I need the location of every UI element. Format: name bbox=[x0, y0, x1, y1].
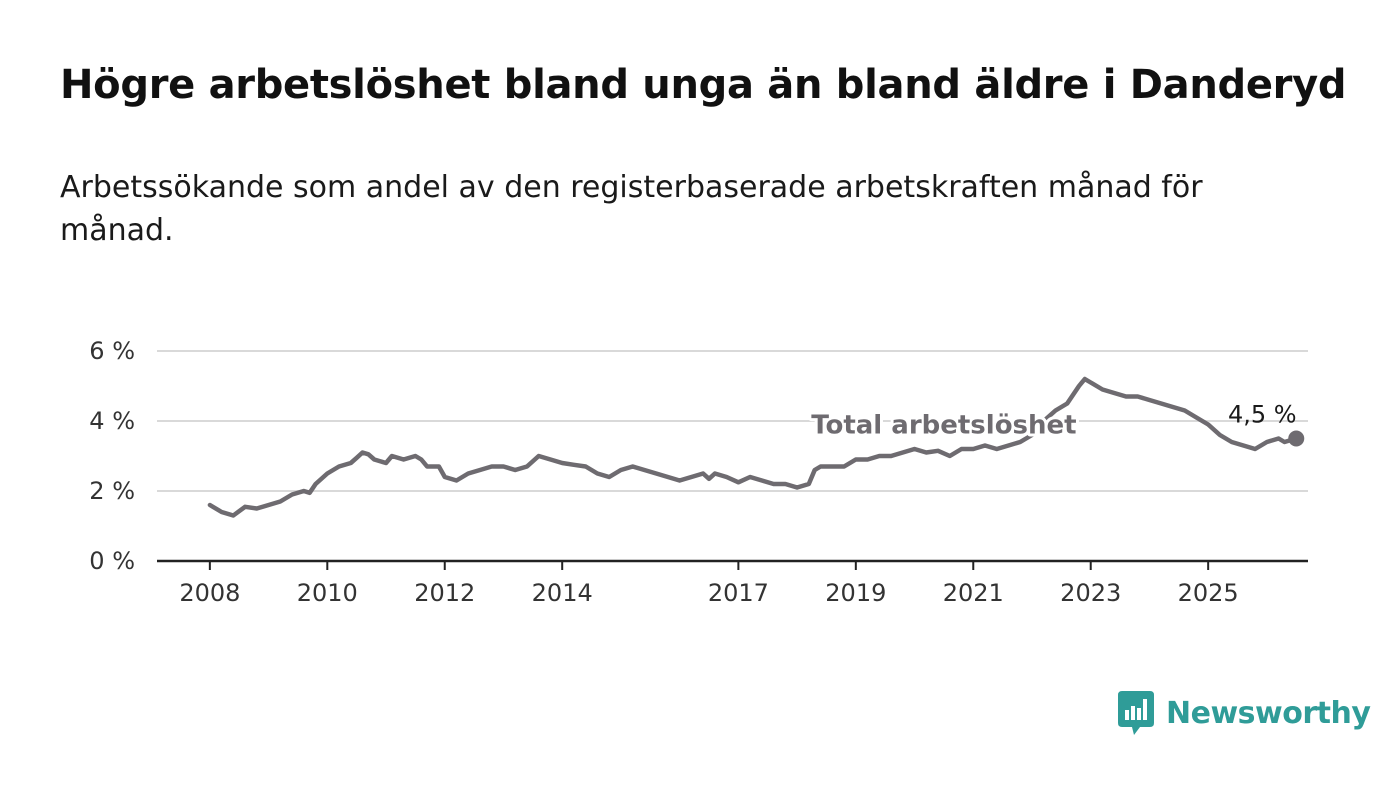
x-tick-label: 2025 bbox=[1178, 579, 1239, 607]
x-tick-label: 2014 bbox=[532, 579, 593, 607]
x-tick-label: 2021 bbox=[943, 579, 1004, 607]
grid-lines bbox=[157, 350, 1308, 492]
series-name-label: Total arbetslöshet bbox=[811, 410, 1076, 440]
chart-subtitle: Arbetssökande som andel av den registerb… bbox=[60, 170, 1203, 248]
x-tick-label: 2019 bbox=[825, 579, 886, 607]
y-tick-label: 2 % bbox=[89, 477, 135, 505]
series-lines bbox=[207, 376, 1305, 518]
x-tick-label: 2008 bbox=[179, 579, 240, 607]
y-tick-label: 4 % bbox=[89, 407, 135, 435]
x-tick-label: 2010 bbox=[297, 579, 358, 607]
y-tick-label: 0 % bbox=[89, 547, 135, 575]
y-axis-ticks: 0 % 2 % 4 % 6 % bbox=[89, 337, 135, 575]
y-tick-label: 6 % bbox=[89, 337, 135, 365]
series-line bbox=[207, 376, 1299, 518]
x-tick-label: 2023 bbox=[1060, 579, 1121, 607]
series-end-label: 4,5 % bbox=[1228, 401, 1297, 429]
x-tick-label: 2017 bbox=[708, 579, 769, 607]
series-end-point bbox=[1288, 430, 1305, 447]
chart-title: Högre arbetslöshet bland unga än bland ä… bbox=[60, 62, 1347, 108]
newsworthy-logo: Newsworthy bbox=[1118, 690, 1371, 736]
newsworthy-logo-icon bbox=[1118, 691, 1154, 735]
series-labels: 4,5 % Total arbetslöshet bbox=[808, 401, 1297, 444]
x-tick-label: 2012 bbox=[414, 579, 475, 607]
brand-name: Newsworthy bbox=[1166, 695, 1371, 731]
x-axis-ticks: 2008 2010 2012 2014 2017 2019 2021 2023 2025 bbox=[179, 561, 1239, 607]
